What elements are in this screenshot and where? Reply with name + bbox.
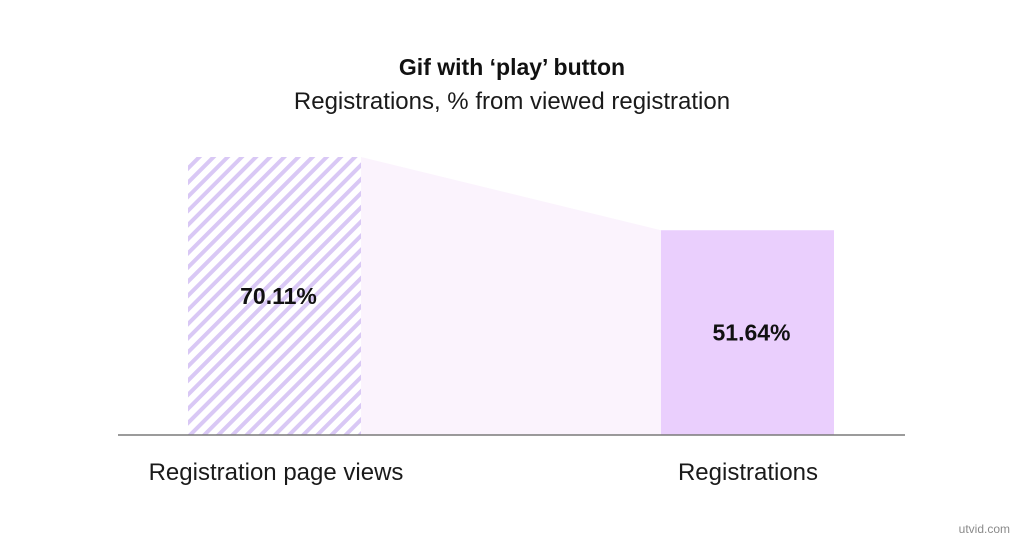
tick-label-registration-page-views: Registration page views (149, 459, 404, 486)
bar-registration-page-views (188, 157, 361, 435)
data-label-registration-page-views: 70.11% (240, 283, 317, 309)
chart-title: Gif with ‘play’ button (398, 54, 626, 80)
plot-area: 70.11% 51.64% Registration page views Regis… (118, 157, 905, 486)
bar-registrations (661, 230, 834, 435)
tick-label-registrations: Registrations (678, 459, 818, 486)
data-label-registrations: 51.64% (712, 320, 790, 346)
funnel-connector (361, 157, 661, 435)
watermark-text: utvid.com (958, 522, 1010, 536)
chart-subtitle: Registrations, % from viewed registratio… (293, 88, 731, 115)
